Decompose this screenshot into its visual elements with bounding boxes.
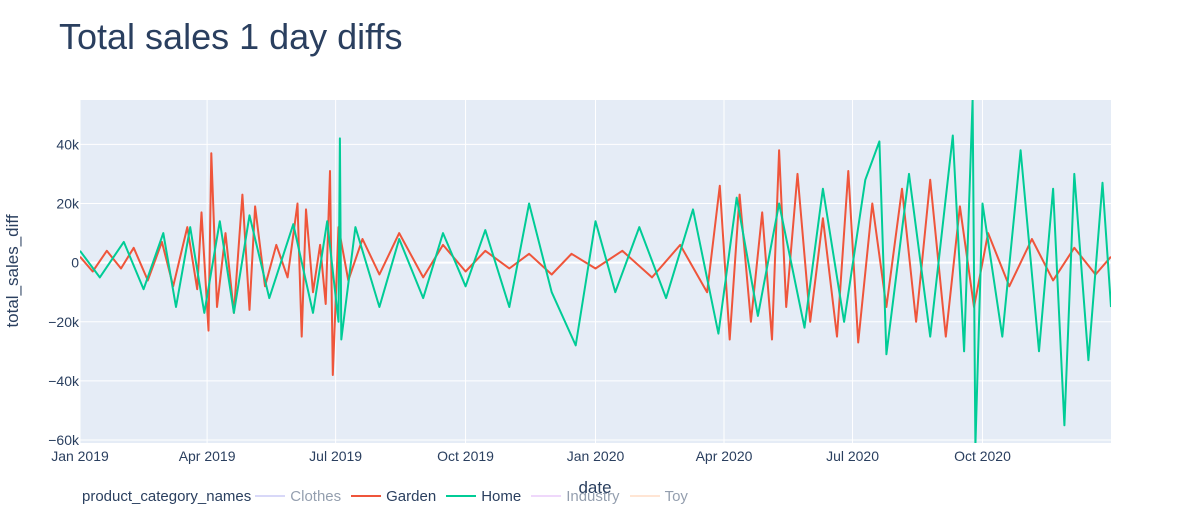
legend-swatch [351,495,382,497]
x-tick-label: Jul 2019 [309,448,362,464]
legend-swatch [446,495,477,497]
x-tick-label: Jul 2020 [826,448,879,464]
legend-item-industry[interactable]: Industry [531,487,620,505]
x-tick-label: Jan 2019 [51,448,109,464]
y-tick-label: −60k [48,432,80,448]
y-axis-title: total_sales_diff [3,214,22,327]
x-axis-title: date [578,478,611,497]
x-axis-ticks: Jan 2019 Apr 2019 Jul 2019 Oct 2019 Jan 2020… [51,448,1011,464]
x-tick-label: Apr 2019 [179,448,236,464]
x-tick-label: Oct 2019 [437,448,494,464]
legend-label: Toy [664,487,688,505]
legend-swatch [255,495,286,497]
y-tick-label: 40k [56,136,80,152]
x-tick-label: Apr 2020 [696,448,753,464]
x-tick-label: Jan 2020 [567,448,625,464]
legend: product_category_names Clothes Garden Home… [82,486,698,506]
chart-title: Total sales 1 day diffs [59,16,403,57]
legend-item-home[interactable]: Home [446,488,521,505]
legend-items: Clothes Garden Home Industry Toy [255,488,698,505]
legend-label: Garden [386,487,437,505]
legend-item-clothes[interactable]: Clothes [255,488,341,505]
x-tick-label: Oct 2020 [954,448,1011,464]
legend-item-toy[interactable]: Toy [629,487,688,505]
series-line-garden[interactable] [80,149,1111,376]
legend-swatch [629,495,660,497]
legend-swatch [531,495,562,497]
y-tick-label: 0 [71,255,79,271]
legend-label: Industry [566,487,620,505]
series-line-home[interactable] [80,100,1111,446]
y-tick-label: −40k [48,373,80,389]
series-lines [80,100,1111,446]
legend-label: Clothes [290,487,342,505]
legend-title: product_category_names [82,487,252,505]
y-tick-label: 20k [56,195,80,211]
legend-label: Home [481,487,522,505]
y-tick-label: −20k [48,314,80,330]
legend-item-garden[interactable]: Garden [351,488,436,505]
y-axis-ticks: 40k 20k 0 −20k −40k −60k [48,136,80,448]
